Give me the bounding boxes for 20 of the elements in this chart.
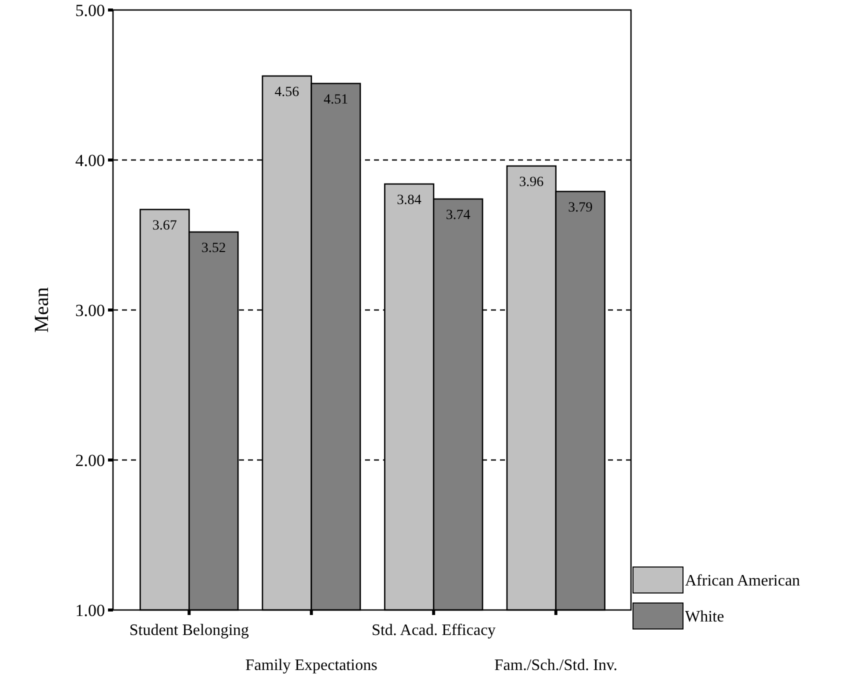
y-tick-label: 3.00	[75, 300, 105, 320]
y-axis-title: Mean	[31, 287, 53, 333]
x-tick-label: Fam./Sch./Std. Inv.	[494, 657, 618, 674]
data-label: 3.52	[201, 241, 226, 256]
data-label: 3.84	[396, 193, 422, 208]
y-tick-label: 2.00	[75, 450, 105, 470]
data-label: 3.96	[519, 175, 544, 190]
y-tick-label: 4.00	[75, 150, 105, 170]
x-tick-label: Family Expectations	[245, 657, 378, 674]
data-label: 3.74	[446, 208, 470, 223]
y-tick-label: 1.00	[75, 600, 105, 620]
legend-label: African American	[685, 572, 800, 590]
data-label: 3.67	[152, 218, 177, 234]
x-tick-label: Std. Acad. Efficacy	[372, 622, 496, 639]
y-tick-label: 5.00	[75, 0, 105, 20]
x-tick-label: Student Belonging	[129, 622, 249, 639]
data-label: 3.79	[568, 200, 593, 216]
data-label: 4.56	[274, 85, 300, 100]
data-label: 4.51	[324, 92, 348, 108]
legend-label: White	[685, 608, 724, 626]
